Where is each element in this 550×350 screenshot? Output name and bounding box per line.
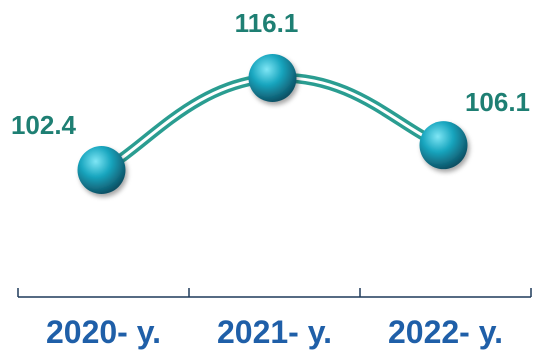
x-tick-label: 2021- y.: [217, 314, 332, 350]
markers-group: [77, 54, 468, 194]
x-axis: 2020- y. 2021- y. 2022- y.: [17, 288, 532, 350]
data-label: 106.1: [465, 87, 530, 117]
data-point-marker: [77, 146, 126, 194]
data-label: 102.4: [11, 110, 77, 140]
x-tick-label: 2020- y.: [46, 314, 161, 350]
data-label: 116.1: [235, 8, 299, 38]
data-point-marker: [419, 121, 468, 170]
data-point-marker: [248, 54, 297, 102]
x-tick-label: 2022- y.: [388, 314, 503, 350]
value-labels-group: 102.4 116.1 106.1: [11, 8, 530, 140]
